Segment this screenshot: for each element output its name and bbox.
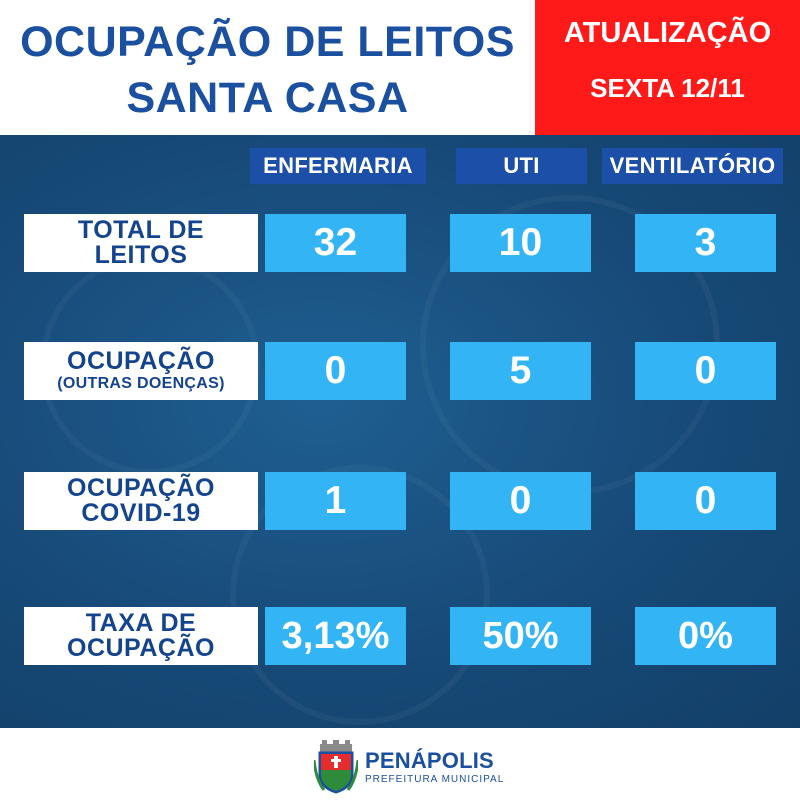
brand-name: PENÁPOLIS [365, 748, 494, 773]
brand-subtitle: PREFEITURA MUNICIPAL [365, 774, 505, 785]
row-label-line-1: OCUPAÇÃO [67, 346, 215, 375]
row-label-taxa-ocupacao: TAXA DE OCUPAÇÃO [24, 607, 258, 665]
value-cell: 0 [635, 342, 776, 400]
value-cell: 0 [450, 472, 591, 530]
value-cell: 1 [265, 472, 406, 530]
row-label-ocupacao-covid: OCUPAÇÃO COVID-19 [24, 472, 258, 530]
value-cell: 50% [450, 607, 591, 665]
row-label-line-1: OCUPAÇÃO [67, 474, 215, 502]
value-cell: 0 [635, 472, 776, 530]
column-header-ventilatorio: VENTILATÓRIO [602, 148, 783, 184]
penapolis-crest-icon [314, 740, 358, 794]
title-line-2: SANTA CASA [126, 74, 409, 122]
background-decoration [230, 465, 490, 725]
row-label-line-2: LEITOS [94, 241, 188, 269]
row-label-line-2: OCUPAÇÃO [67, 634, 215, 662]
row-label-line-2: COVID-19 [81, 499, 201, 527]
value-cell: 3 [635, 214, 776, 272]
value-cell: 0 [265, 342, 406, 400]
row-label-line-1: TOTAL DE [77, 216, 205, 244]
column-header-uti: UTI [456, 148, 587, 184]
header: OCUPAÇÃO DE LEITOS SANTA CASA ATUALIZAÇÃ… [0, 0, 800, 135]
title-line-1: OCUPAÇÃO DE LEITOS [20, 18, 515, 66]
update-badge: ATUALIZAÇÃO SEXTA 12/11 [535, 0, 800, 135]
value-cell: 5 [450, 342, 591, 400]
row-label-ocupacao-outras: OCUPAÇÃO (OUTRAS DOENÇAS) [24, 342, 258, 400]
row-label-line-2: (OUTRAS DOENÇAS) [57, 374, 225, 392]
update-date: SEXTA 12/11 [590, 73, 745, 103]
page-title: OCUPAÇÃO DE LEITOS SANTA CASA [0, 14, 535, 126]
update-label: ATUALIZAÇÃO [563, 17, 772, 49]
value-cell: 10 [450, 214, 591, 272]
value-cell: 0% [635, 607, 776, 665]
column-header-enfermaria: ENFERMARIA [250, 148, 426, 184]
footer: PENÁPOLIS PREFEITURA MUNICIPAL [0, 728, 800, 800]
value-cell: 32 [265, 214, 406, 272]
row-label-line-1: TAXA DE [85, 609, 197, 637]
value-cell: 3,13% [265, 607, 406, 665]
row-label-total-leitos: TOTAL DE LEITOS [24, 214, 258, 272]
occupancy-panel: ENFERMARIA UTI VENTILATÓRIO TOTAL DE LEI… [0, 135, 800, 728]
